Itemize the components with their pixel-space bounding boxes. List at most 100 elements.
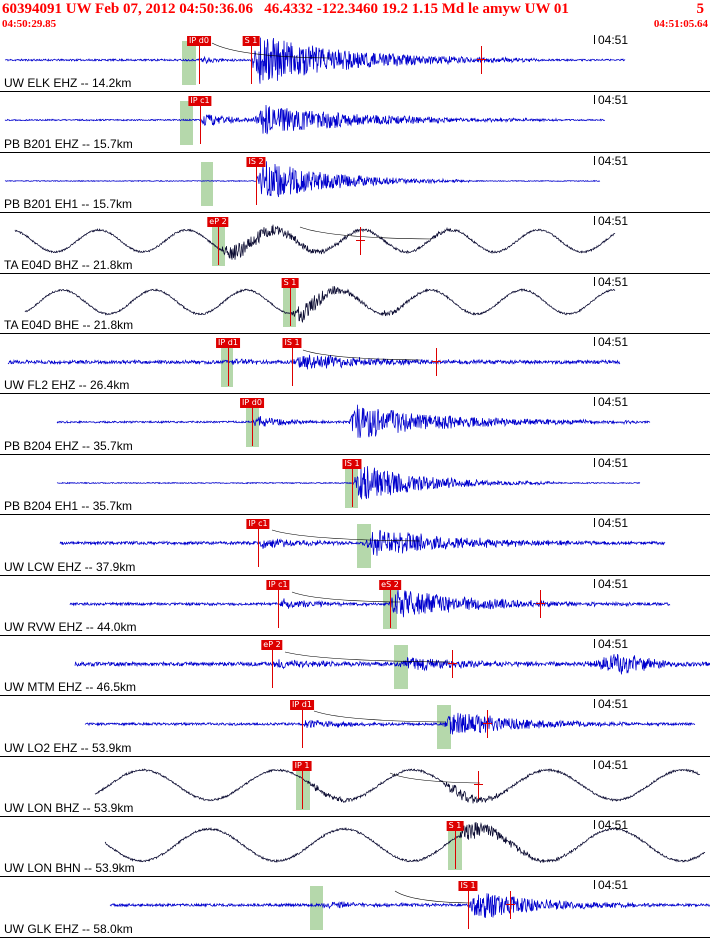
trace-row[interactable]: 04:51 PB B204 EHZ -- 35.7km IP d0 [0,394,710,455]
minute-time-label: 04:51 [598,516,629,531]
pick-line[interactable] [390,579,391,628]
minute-tick-mark [594,820,595,830]
window-start-time: 04:50:29.85 [2,18,57,30]
seismogram-waveform[interactable] [0,877,710,937]
pick-line[interactable] [252,398,253,447]
minute-time-label: 04:51 [598,818,629,833]
coda-marker[interactable] [487,710,488,739]
trace-row[interactable]: 04:51 PB B201 EH1 -- 15.7km IS 2 [0,153,710,214]
seismogram-waveform[interactable] [0,213,710,273]
phase-pick-flag[interactable]: IP d1 [216,337,240,348]
pick-line[interactable] [228,337,229,386]
phase-pick-flag[interactable]: IP c1 [246,519,270,530]
phase-pick-flag[interactable]: IP c1 [188,96,212,107]
minute-tick-mark [594,759,595,769]
trace-row[interactable]: 04:51 UW RVW EHZ -- 44.0km IP c1 eS 2 [0,576,710,636]
phase-pick-flag[interactable]: eS 2 [379,579,401,590]
seismogram-waveform[interactable] [0,817,710,877]
phase-pick-flag[interactable]: IP c1 [266,579,290,590]
coda-marker[interactable] [510,891,511,920]
seismogram-waveform[interactable] [0,515,710,575]
trace-row[interactable]: 04:51 UW GLK EHZ -- 58.0km IS 1 [0,877,710,938]
seismogram-waveform[interactable] [0,636,710,696]
pick-line[interactable] [258,519,259,568]
pick-line[interactable] [290,277,291,326]
minute-tick-mark [594,880,595,890]
phase-pick-flag[interactable]: IP d1 [290,700,314,711]
pick-line[interactable] [256,156,257,205]
trace-row[interactable]: 04:51 UW LON BHN -- 53.9km S 1 [0,817,710,878]
coda-marker[interactable] [436,347,437,376]
coda-marker[interactable] [540,589,541,618]
phase-pick-flag[interactable]: IS 1 [282,337,302,348]
event-header-page-number: 5 [696,1,705,17]
minute-time-label: 04:51 [598,395,629,410]
trace-row[interactable]: 04:51 UW ELK EHZ -- 14.2km IP d0 S 1 [0,32,710,93]
trace-list: 04:51 UW ELK EHZ -- 14.2km IP d0 S 1 04:5… [0,32,710,938]
coda-marker[interactable] [478,770,479,799]
seismogram-waveform[interactable] [0,274,710,334]
station-label: TA E04D BHE -- 21.8km [4,317,134,332]
pick-line[interactable] [199,36,200,84]
phase-pick-flag[interactable]: IP d0 [240,398,264,409]
pick-line[interactable] [292,337,293,386]
minute-time-label: 04:51 [598,636,629,651]
trace-row[interactable]: 04:51 UW LCW EHZ -- 37.9km IP c1 [0,515,710,576]
coda-marker[interactable] [360,227,361,256]
minute-time-label: 04:51 [598,93,629,108]
minute-time-label: 04:51 [598,33,629,47]
seismogram-waveform[interactable] [0,334,710,394]
trace-row[interactable]: 04:51 TA E04D BHE -- 21.8km S 1 [0,274,710,334]
phase-pick-flag[interactable]: eP 2 [261,639,283,650]
trace-row[interactable]: 04:51 TA E04D BHZ -- 21.8km eP 2 [0,213,710,274]
minute-tick-mark [594,578,595,588]
trace-row[interactable]: 04:51 UW MTM EHZ -- 46.5km eP 2 [0,636,710,697]
phase-pick-flag[interactable]: S 1 [281,277,299,288]
event-header: 60394091 UW Feb 07, 2012 04:50:36.06 46.… [0,0,710,18]
seismogram-waveform[interactable] [0,576,710,636]
minute-tick-mark [594,95,595,105]
minute-time-label: 04:51 [598,455,629,470]
seismogram-waveform[interactable] [0,696,710,756]
station-label: UW FL2 EHZ -- 26.4km [4,378,130,393]
seismogram-waveform[interactable] [0,153,710,213]
pick-line[interactable] [200,96,201,145]
phase-pick-flag[interactable]: IS 1 [342,458,362,469]
pick-line[interactable] [455,821,456,870]
trace-row[interactable]: 04:51 PB B201 EHZ -- 15.7km IP c1 [0,92,710,153]
phase-pick-flag[interactable]: IP 1 [292,760,312,771]
seismogram-waveform[interactable] [0,32,710,92]
pick-line[interactable] [278,579,279,628]
predicted-arrival-band [345,463,358,508]
predicted-arrival-band [437,705,451,750]
coda-marker[interactable] [452,649,453,678]
phase-pick-flag[interactable]: S 1 [446,821,464,832]
phase-pick-flag[interactable]: IP d0 [187,36,211,46]
pick-line[interactable] [302,760,303,809]
pick-line[interactable] [302,700,303,749]
trace-row[interactable]: 04:51 UW LON BHZ -- 53.9km IP 1 [0,757,710,818]
minute-tick-mark [594,276,595,286]
pick-line[interactable] [352,458,353,507]
pick-line[interactable] [251,36,252,84]
phase-pick-flag[interactable]: S 1 [242,36,260,46]
seismogram-waveform[interactable] [0,92,710,152]
pick-line[interactable] [468,881,469,930]
phase-pick-flag[interactable]: IS 2 [246,156,266,167]
seismogram-waveform[interactable] [0,455,710,515]
coda-marker-cross [536,602,545,604]
coda-marker-cross [506,904,515,906]
coda-marker[interactable] [481,46,482,74]
phase-pick-flag[interactable]: IS 1 [458,881,478,892]
predicted-arrival-band [357,524,371,569]
coda-marker-cross [483,723,492,725]
pick-line[interactable] [272,639,273,688]
station-label: PB B204 EHZ -- 35.7km [4,438,133,453]
trace-row[interactable]: 04:51 PB B204 EH1 -- 35.7km IS 1 [0,455,710,516]
trace-row[interactable]: 04:51 UW LO2 EHZ -- 53.9km IP d1 [0,696,710,757]
pick-line[interactable] [218,217,219,266]
phase-pick-flag[interactable]: eP 2 [207,217,229,228]
seismogram-waveform[interactable] [0,757,710,817]
trace-row[interactable]: 04:51 UW FL2 EHZ -- 26.4km IP d1 IS 1 [0,334,710,395]
seismogram-waveform[interactable] [0,394,710,454]
